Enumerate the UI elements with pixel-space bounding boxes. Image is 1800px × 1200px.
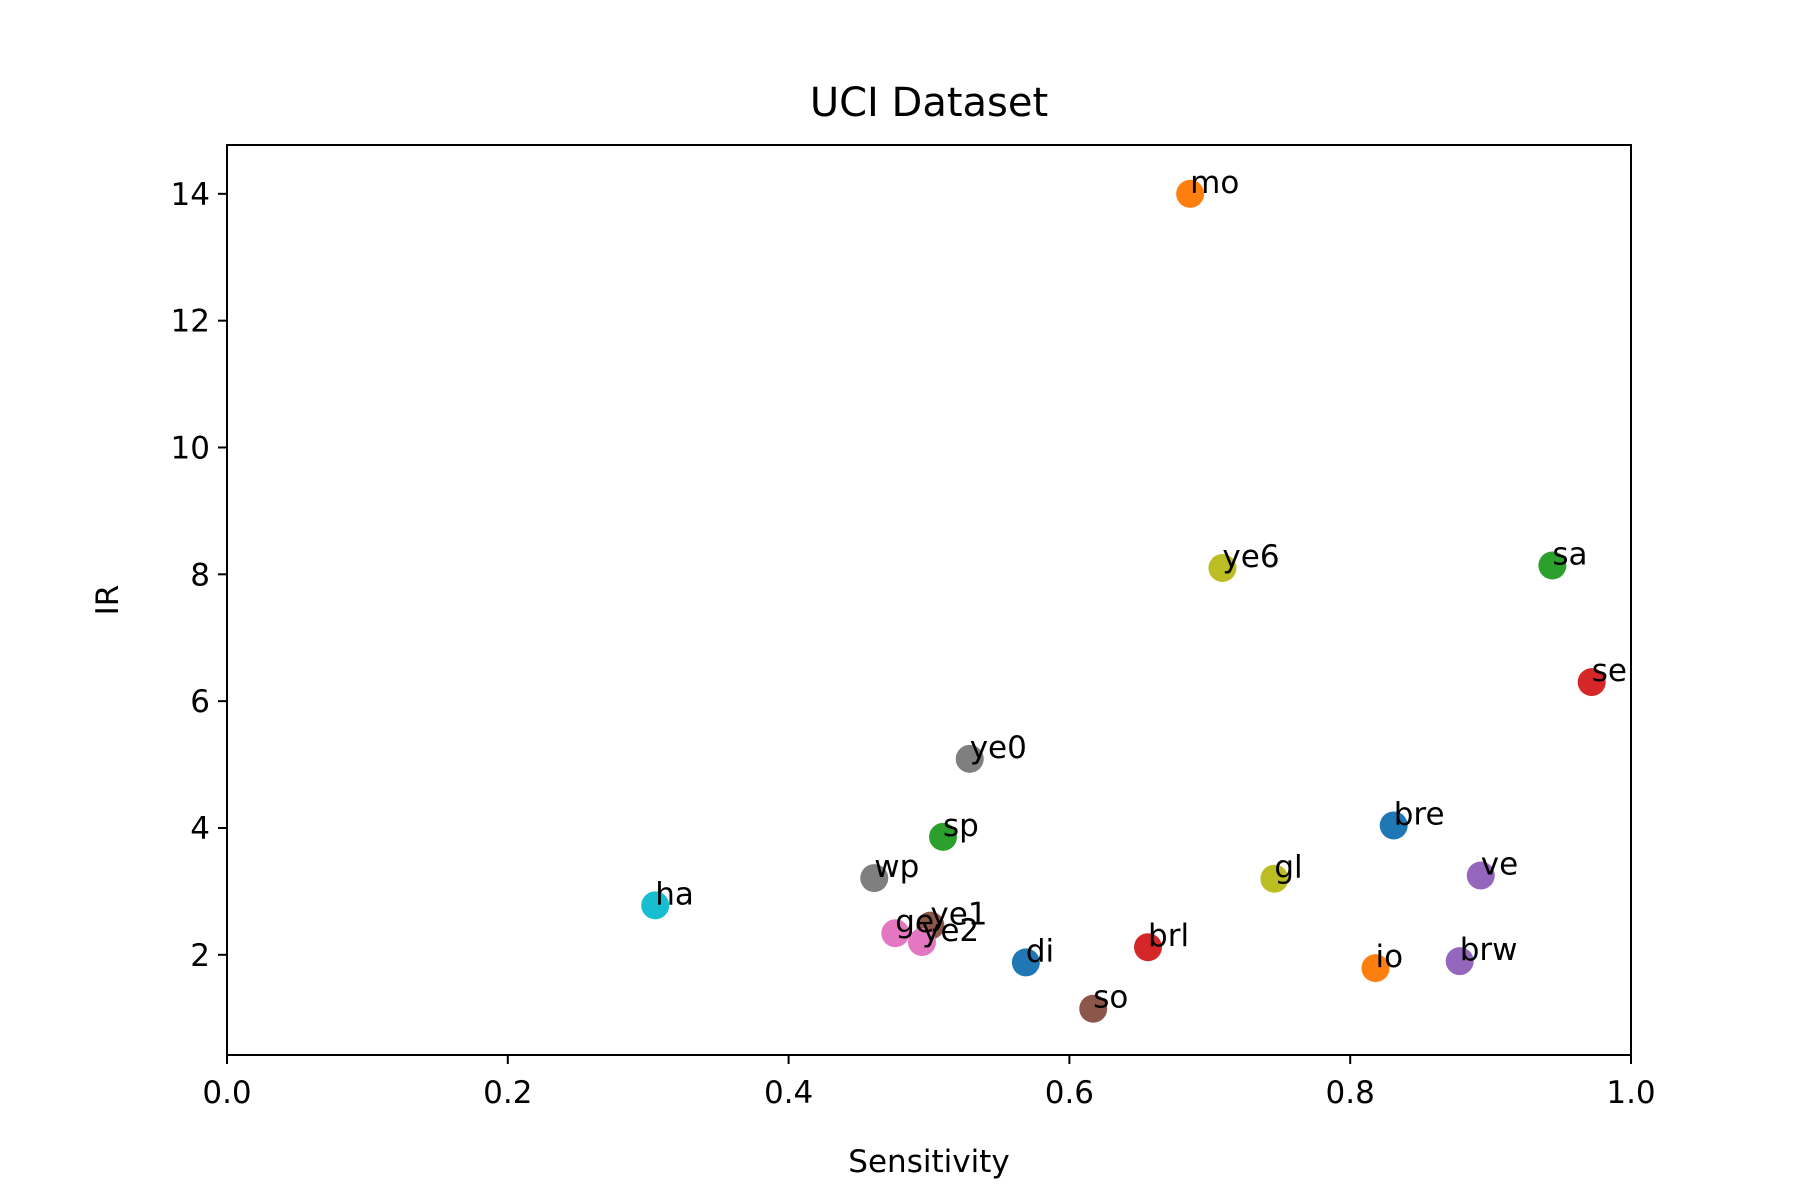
data-point-ye0 (955, 744, 984, 773)
data-label-ye2: ye2 (922, 913, 979, 949)
data-label-so: so (1093, 980, 1128, 1016)
plot-frame (226, 144, 1632, 1056)
data-label-mo: mo (1190, 165, 1239, 201)
data-point-so (1079, 994, 1108, 1023)
data-label-se: se (1592, 653, 1627, 689)
data-label-brw: brw (1460, 932, 1518, 968)
y-tick-label: 10 (171, 430, 210, 466)
x-axis: 0.0 0.2 0.4 0.6 0.8 1.0 (202, 1055, 1656, 1111)
data-label-io: io (1375, 939, 1403, 975)
x-tick-label: 0.6 (1045, 1075, 1094, 1111)
data-point-mo (1176, 179, 1205, 208)
data-label-bre: bre (1394, 796, 1445, 832)
data-label-wp: wp (874, 849, 919, 885)
y-axis-label: IR (90, 585, 126, 616)
plot-area: 0.0 0.2 0.4 0.6 0.8 1.0 2 4 6 8 10 12 14 di io sp brl b… (171, 144, 1656, 1111)
y-axis: 2 4 6 8 10 12 14 (171, 177, 227, 974)
data-point-ye2 (907, 928, 936, 957)
data-label-brl: brl (1148, 918, 1189, 954)
data-point-gl (1260, 864, 1289, 893)
data-label-ye0: ye0 (970, 730, 1027, 766)
data-point-sa (1538, 551, 1567, 580)
data-point-se (1577, 668, 1606, 697)
x-tick-label: 0.4 (764, 1075, 813, 1111)
data-label-di: di (1026, 933, 1054, 969)
data-label-gl: gl (1274, 850, 1302, 886)
y-tick-label: 12 (171, 304, 210, 340)
data-label-ge: ge (895, 904, 934, 940)
x-tick-label: 0.0 (202, 1075, 251, 1111)
data-point-brl (1134, 933, 1163, 962)
y-tick-label: 4 (190, 811, 210, 847)
y-tick-label: 14 (171, 177, 210, 213)
y-tick-label: 8 (190, 557, 210, 593)
y-tick-label: 2 (190, 938, 210, 974)
y-tick-label: 6 (190, 684, 210, 720)
data-label-ye1: ye1 (930, 897, 987, 933)
x-axis-label: Sensitivity (848, 1144, 1009, 1180)
data-label-sp: sp (943, 808, 979, 844)
data-label-ye6: ye6 (1222, 539, 1279, 575)
data-point-ye6 (1208, 553, 1237, 582)
x-tick-label: 1.0 (1606, 1075, 1655, 1111)
data-point-io (1361, 954, 1390, 983)
data-label-ve: ve (1481, 847, 1518, 883)
data-point-wp (860, 864, 889, 893)
data-point-sp (929, 822, 958, 851)
data-point-ge (881, 919, 910, 948)
data-point-di (1011, 948, 1040, 977)
data-point-brw (1445, 947, 1474, 976)
data-label-sa: sa (1552, 536, 1587, 572)
data-points (641, 179, 1606, 1023)
chart-title: UCI Dataset (810, 80, 1048, 126)
data-point-bre (1379, 811, 1408, 840)
data-point-ve (1466, 861, 1495, 890)
x-tick-label: 0.2 (483, 1075, 532, 1111)
data-label-ha: ha (655, 876, 694, 912)
x-tick-label: 0.8 (1326, 1075, 1375, 1111)
data-point-ha (641, 891, 670, 920)
